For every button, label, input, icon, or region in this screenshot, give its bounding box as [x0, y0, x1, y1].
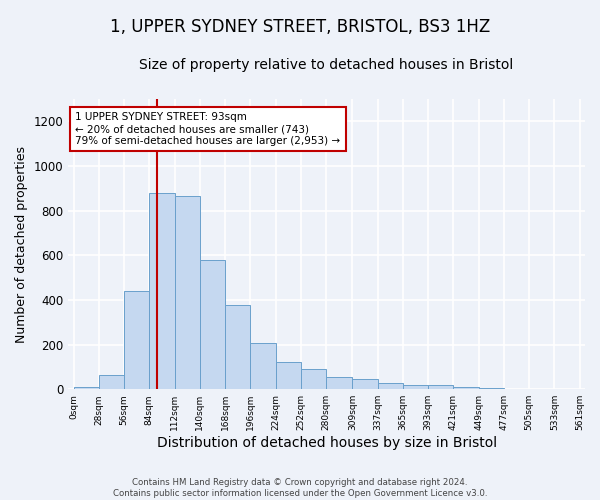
Bar	[149, 193, 175, 389]
Bar	[529, 388, 554, 389]
Bar	[377, 383, 403, 389]
Bar	[200, 260, 225, 389]
Text: 1 UPPER SYDNEY STREET: 93sqm
← 20% of detached houses are smaller (743)
79% of s: 1 UPPER SYDNEY STREET: 93sqm ← 20% of de…	[76, 112, 341, 146]
Y-axis label: Number of detached properties: Number of detached properties	[15, 146, 28, 342]
Bar	[428, 385, 454, 389]
Bar	[403, 384, 428, 389]
Bar	[352, 379, 377, 389]
Bar	[225, 305, 250, 389]
Bar	[250, 344, 275, 389]
Bar	[99, 374, 124, 389]
Bar	[454, 387, 479, 389]
Text: Contains HM Land Registry data © Crown copyright and database right 2024.
Contai: Contains HM Land Registry data © Crown c…	[113, 478, 487, 498]
X-axis label: Distribution of detached houses by size in Bristol: Distribution of detached houses by size …	[157, 436, 497, 450]
Title: Size of property relative to detached houses in Bristol: Size of property relative to detached ho…	[139, 58, 514, 71]
Bar	[74, 387, 99, 389]
Bar	[326, 377, 352, 389]
Text: 1, UPPER SYDNEY STREET, BRISTOL, BS3 1HZ: 1, UPPER SYDNEY STREET, BRISTOL, BS3 1HZ	[110, 18, 490, 36]
Bar	[504, 388, 529, 389]
Bar	[479, 388, 504, 389]
Bar	[175, 196, 200, 389]
Bar	[124, 291, 149, 389]
Bar	[301, 369, 326, 389]
Bar	[275, 362, 301, 389]
